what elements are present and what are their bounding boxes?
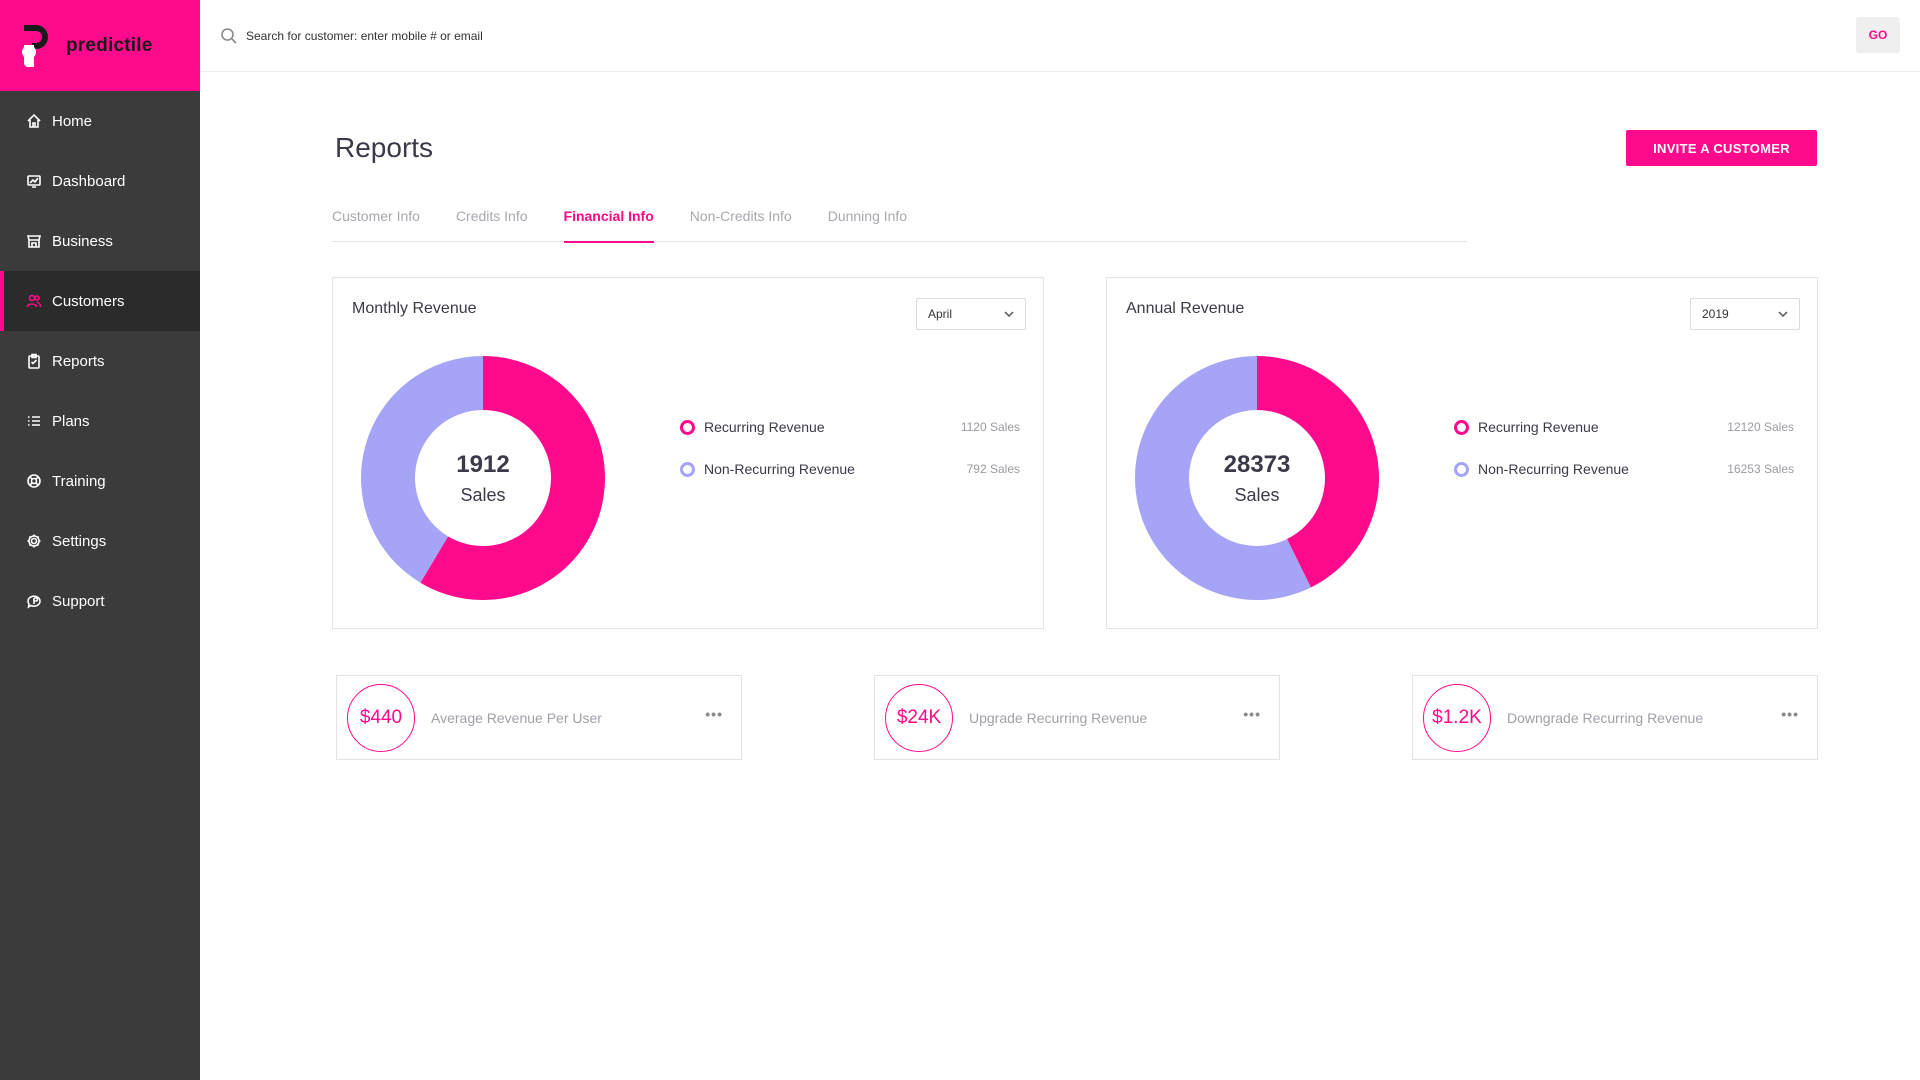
sidebar-nav: Home Dashboard Business Customers Report… xyxy=(0,91,200,631)
legend-label: Non-Recurring Revenue xyxy=(1478,461,1629,477)
logo[interactable]: predictile xyxy=(0,0,200,91)
metric-card-downgrade: $1.2K Downgrade Recurring Revenue ••• xyxy=(1412,675,1818,760)
legend-marker xyxy=(680,419,695,435)
sidebar-item-dashboard[interactable]: Dashboard xyxy=(0,151,200,211)
users-icon xyxy=(26,293,42,309)
more-options-icon[interactable]: ••• xyxy=(1781,706,1799,722)
legend-count: 12120 Sales xyxy=(1727,420,1794,434)
legend-label: Recurring Revenue xyxy=(1478,419,1599,435)
sidebar-item-support[interactable]: Support xyxy=(0,571,200,631)
legend-count: 16253 Sales xyxy=(1727,462,1794,476)
card-title: Monthly Revenue xyxy=(352,300,477,317)
tab-non-credits-info[interactable]: Non-Credits Info xyxy=(689,208,792,224)
legend-item: Non-Recurring Revenue 16253 Sales xyxy=(1454,448,1794,490)
donut-slice-non-recurring-revenue xyxy=(361,356,483,583)
sidebar-item-home[interactable]: Home xyxy=(0,91,200,151)
dashboard-icon xyxy=(26,173,42,189)
sidebar-item-label: Dashboard xyxy=(52,172,126,190)
metric-card-arpu: $440 Average Revenue Per User ••• xyxy=(336,675,742,760)
search-icon xyxy=(220,27,238,45)
donut-slice-recurring-revenue xyxy=(1257,356,1379,588)
gear-icon xyxy=(26,533,42,549)
donut-slice-recurring-revenue xyxy=(420,356,605,600)
page-title: Reports xyxy=(335,132,434,163)
metric-value: $1.2K xyxy=(1423,683,1491,752)
support-icon xyxy=(26,593,42,609)
metric-label: Upgrade Recurring Revenue xyxy=(969,709,1148,726)
sidebar-item-label: Business xyxy=(52,232,113,250)
home-icon xyxy=(26,113,42,129)
more-options-icon[interactable]: ••• xyxy=(1243,706,1261,722)
sidebar-item-label: Customers xyxy=(52,292,125,310)
tab-dunning-info[interactable]: Dunning Info xyxy=(827,208,908,224)
sidebar: predictile Home Dashboard Business Custo… xyxy=(0,0,200,1080)
annual-revenue-card: Annual Revenue 2019 28373 Sales Recurrin… xyxy=(1106,277,1818,629)
metric-card-upgrade: $24K Upgrade Recurring Revenue ••• xyxy=(874,675,1280,760)
sidebar-item-training[interactable]: Training xyxy=(0,451,200,511)
sidebar-item-label: Training xyxy=(52,472,106,490)
sidebar-item-label: Support xyxy=(52,592,105,610)
logo-mark-icon xyxy=(20,23,56,69)
more-options-icon[interactable]: ••• xyxy=(705,706,723,722)
donut-slice-non-recurring-revenue xyxy=(1135,356,1311,600)
legend-item: Non-Recurring Revenue 792 Sales xyxy=(680,448,1020,490)
sidebar-item-customers[interactable]: Customers xyxy=(0,271,200,331)
sidebar-item-label: Home xyxy=(52,112,93,130)
metric-label: Average Revenue Per User xyxy=(431,709,602,726)
top-bar: GO xyxy=(200,0,1920,72)
legend-marker xyxy=(1454,461,1469,477)
invite-customer-button[interactable]: INVITE A CUSTOMER xyxy=(1626,130,1817,166)
sidebar-item-business[interactable]: Business xyxy=(0,211,200,271)
legend-marker xyxy=(680,461,695,477)
select-value: April xyxy=(928,307,953,321)
legend-count: 792 Sales xyxy=(966,462,1020,476)
go-button[interactable]: GO xyxy=(1856,17,1900,53)
list-icon xyxy=(26,413,42,429)
lifebuoy-icon xyxy=(26,473,42,489)
chart-legend: Recurring Revenue 1120 Sales Non-Recurri… xyxy=(680,406,1020,490)
annual-donut-chart xyxy=(1135,356,1379,600)
tab-customer-info[interactable]: Customer Info xyxy=(332,208,420,224)
brand-name: predictile xyxy=(66,34,153,56)
tab-financial-info[interactable]: Financial Info xyxy=(563,204,655,243)
legend-item: Recurring Revenue 1120 Sales xyxy=(680,406,1020,448)
clipboard-icon xyxy=(26,353,42,369)
legend-label: Non-Recurring Revenue xyxy=(704,461,855,477)
metric-label: Downgrade Recurring Revenue xyxy=(1507,709,1704,726)
legend-count: 1120 Sales xyxy=(960,420,1020,434)
metric-value: $24K xyxy=(885,683,953,752)
sidebar-item-label: Settings xyxy=(52,532,107,550)
legend-label: Recurring Revenue xyxy=(704,419,825,435)
chevron-down-icon xyxy=(1777,308,1789,320)
monthly-revenue-card: Monthly Revenue April 1912 Sales Recurri… xyxy=(332,277,1044,629)
legend-item: Recurring Revenue 12120 Sales xyxy=(1454,406,1794,448)
sidebar-item-reports[interactable]: Reports xyxy=(0,331,200,391)
main-content: Reports INVITE A CUSTOMER Customer Info … xyxy=(200,72,1920,1080)
year-select[interactable]: 2019 xyxy=(1690,298,1800,330)
sidebar-item-label: Reports xyxy=(52,352,105,370)
store-icon xyxy=(26,233,42,249)
card-title: Annual Revenue xyxy=(1126,300,1245,317)
select-value: 2019 xyxy=(1702,307,1729,321)
metric-value: $440 xyxy=(347,683,415,752)
chevron-down-icon xyxy=(1003,308,1015,320)
monthly-donut-chart xyxy=(361,356,605,600)
sidebar-item-plans[interactable]: Plans xyxy=(0,391,200,451)
tab-credits-info[interactable]: Credits Info xyxy=(455,208,528,224)
chart-legend: Recurring Revenue 12120 Sales Non-Recurr… xyxy=(1454,406,1794,490)
legend-marker xyxy=(1454,419,1469,435)
sidebar-item-label: Plans xyxy=(52,412,90,430)
month-select[interactable]: April xyxy=(916,298,1026,330)
search-input[interactable] xyxy=(246,28,846,43)
report-tabs: Customer Info Credits Info Financial Inf… xyxy=(332,204,1467,243)
sidebar-item-settings[interactable]: Settings xyxy=(0,511,200,571)
